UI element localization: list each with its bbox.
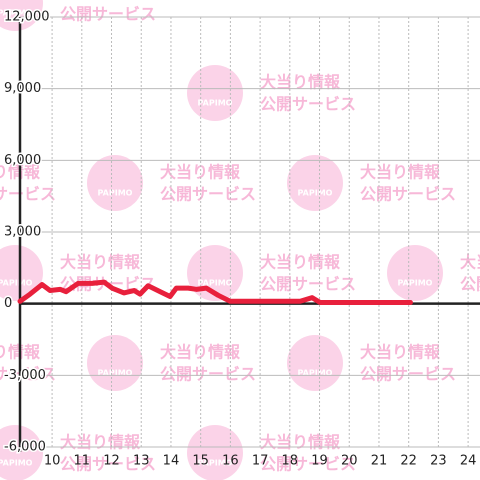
watermark-text: 公開サービス (0, 365, 56, 384)
x-tick-label: 15 (192, 454, 209, 469)
x-tick-label: 19 (311, 454, 328, 469)
x-tick-label: 21 (371, 454, 388, 469)
watermark-text: 公開サービス (260, 455, 356, 474)
watermark-text: 大当り情報 (160, 163, 241, 182)
x-tick-label: 20 (341, 454, 358, 469)
watermark-logo-text: PAPIMO (298, 189, 333, 198)
watermark-text: 公開サービス (360, 185, 456, 204)
watermark-text: 大当り情報 (160, 343, 241, 362)
watermark-logo-text: PAPIMO (0, 9, 33, 18)
watermark-text: 大当り情報 (60, 433, 141, 452)
watermark-logo-text: PAPIMO (198, 99, 233, 108)
watermark-logo (0, 245, 43, 301)
y-tick-label: 12,000 (4, 10, 50, 25)
x-tick-label: 10 (44, 454, 61, 469)
watermark-text: 大当り情報 (60, 253, 141, 272)
watermark-text: 大当り情報 (360, 163, 441, 182)
watermark-text: 公開サービス (360, 365, 456, 384)
watermark-text: 公開サービス (60, 455, 156, 474)
watermark-text: 大当り情報 (260, 73, 341, 92)
watermark-text: 公開サービス (60, 5, 156, 24)
watermark-logo (187, 425, 243, 480)
x-tick-label: 12 (103, 454, 120, 469)
x-tick-label: 23 (430, 454, 447, 469)
watermark-logo-text: PAPIMO (398, 279, 433, 288)
watermark-text: 公開サービス (160, 185, 256, 204)
watermark-logo (287, 155, 343, 211)
watermark-logo (87, 155, 143, 211)
x-tick-label: 11 (74, 454, 91, 469)
y-tick-label: -3,000 (4, 368, 46, 383)
x-tick-label: 13 (133, 454, 150, 469)
x-tick-label: 18 (282, 454, 299, 469)
watermark-text: 公開サービス (260, 95, 356, 114)
watermark-text: 公開サービス (460, 275, 480, 294)
x-tick-label: 24 (460, 454, 477, 469)
watermark-text: 公開サービス (160, 365, 256, 384)
watermark-text: 大当り情報 (360, 343, 441, 362)
x-tick-label: 17 (252, 454, 269, 469)
watermark-text: 公開サービス (260, 275, 356, 294)
watermark-text: 公開サービス (0, 185, 56, 204)
y-tick-label: -6,000 (4, 440, 46, 455)
y-tick-label: 0 (4, 296, 12, 311)
x-tick-label: 22 (400, 454, 417, 469)
watermark-logo-text: PAPIMO (198, 459, 233, 468)
watermark-text: 大当り情報 (460, 253, 480, 272)
watermark-logo (87, 335, 143, 391)
x-tick-label: 16 (222, 454, 239, 469)
watermark-logo (387, 245, 443, 301)
watermark-logo (187, 65, 243, 121)
watermark-logo-text: PAPIMO (198, 279, 233, 288)
watermark-text: 大当り情報 (260, 253, 341, 272)
y-tick-label: 9,000 (4, 81, 41, 96)
watermark-logo-text: PAPIMO (98, 189, 133, 198)
watermark-text: 大当り情報 (260, 433, 341, 452)
x-tick-label: 14 (163, 454, 180, 469)
watermark-logo (287, 335, 343, 391)
line-series (17, 279, 413, 305)
watermark-logo (0, 425, 43, 480)
watermark-logo-text: PAPIMO (98, 369, 133, 378)
watermark-logo-text: PAPIMO (0, 279, 33, 288)
y-tick-label: 3,000 (4, 225, 41, 240)
watermark-logo (0, 0, 43, 31)
watermark-text: 大当り情報 (60, 0, 141, 2)
watermark-logo-text: PAPIMO (298, 369, 333, 378)
y-tick-label: 6,000 (4, 153, 41, 168)
watermark-logo-text: PAPIMO (0, 459, 33, 468)
